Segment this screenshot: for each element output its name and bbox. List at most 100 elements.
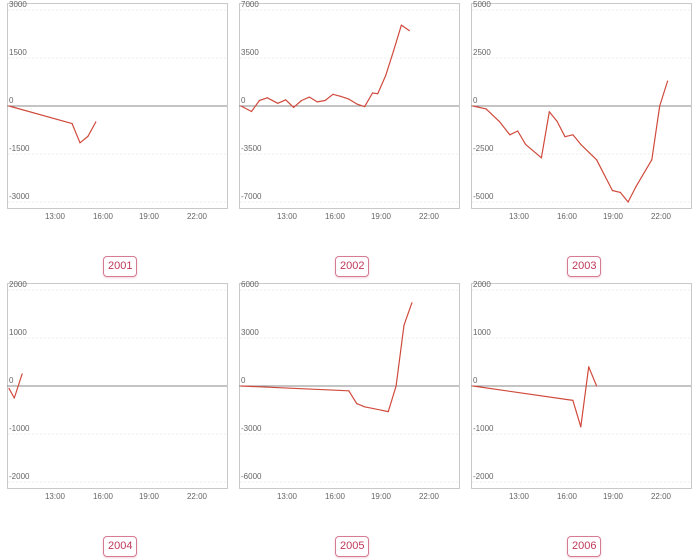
y-tick-label: 0	[9, 376, 14, 385]
data-point	[408, 29, 410, 32]
data-point	[509, 134, 511, 136]
data-point	[651, 159, 653, 161]
data-point	[580, 426, 582, 428]
data-point	[277, 102, 279, 104]
data-point	[71, 123, 73, 125]
data-point	[400, 24, 403, 26]
x-tick-label: 22:00	[187, 492, 208, 501]
chart-label-button[interactable]: 2005	[335, 536, 370, 557]
x-tick-label: 19:00	[371, 492, 392, 501]
y-tick-label: -6000	[241, 472, 262, 481]
data-point	[485, 108, 487, 110]
y-tick-label: -3000	[241, 424, 262, 433]
chart-panel: 2000 1000 0 -1000 -2000 13:00 16:00 19:00 22:00	[471, 280, 692, 501]
data-point	[498, 120, 500, 122]
data-point	[258, 99, 261, 102]
x-tick-label: 13:00	[509, 492, 530, 501]
chart-label-button[interactable]: 2004	[103, 536, 138, 557]
x-tick-label: 16:00	[325, 492, 346, 501]
x-tick-label: 19:00	[371, 212, 392, 221]
chart-panel: 3000 1500 0 -1500 -3000 13:00 16:00 19:00 22:00	[7, 0, 228, 221]
chart-label-button[interactable]: 2006	[567, 536, 602, 557]
y-tick-label: 0	[473, 96, 478, 105]
series-line	[472, 80, 669, 203]
data-point	[324, 99, 326, 102]
data-point	[540, 157, 542, 159]
data-point	[387, 411, 389, 413]
x-tick-label: 19:00	[139, 212, 160, 221]
y-tick-label: 0	[241, 376, 246, 385]
data-point	[308, 96, 310, 98]
x-tick-label: 19:00	[139, 492, 160, 501]
y-tick-label: -3000	[9, 192, 30, 201]
data-point	[588, 366, 590, 368]
y-tick-label: 0	[473, 376, 478, 385]
data-point	[595, 159, 598, 161]
data-point	[403, 324, 405, 326]
data-point	[377, 93, 379, 95]
x-tick-label: 13:00	[45, 492, 66, 501]
x-tick-label: 16:00	[557, 492, 578, 501]
data-point	[87, 135, 89, 137]
data-point	[285, 99, 287, 101]
y-tick-label: 3000	[9, 0, 27, 9]
y-tick-label: -7000	[241, 192, 262, 201]
data-point	[300, 99, 303, 102]
x-tick-label: 22:00	[419, 492, 440, 501]
y-tick-label: 2000	[9, 280, 27, 289]
data-point	[292, 106, 295, 108]
y-tick-label: -1500	[9, 144, 30, 153]
data-point	[572, 134, 574, 136]
y-tick-label: 1500	[9, 48, 27, 57]
data-point	[240, 105, 242, 107]
y-tick-label: -1000	[473, 424, 494, 433]
data-point	[659, 105, 661, 107]
x-tick-label: 22:00	[187, 212, 208, 221]
data-point	[392, 50, 395, 52]
y-tick-label: -2000	[9, 472, 30, 481]
x-tick-label: 16:00	[557, 212, 578, 221]
y-tick-label: 0	[9, 96, 14, 105]
data-point	[266, 97, 268, 99]
data-point	[250, 110, 253, 113]
x-tick-label: 13:00	[277, 492, 298, 501]
data-point	[356, 403, 358, 405]
x-tick-label: 16:00	[93, 212, 114, 221]
y-tick-label: 1000	[473, 328, 491, 337]
data-point	[580, 143, 582, 145]
data-point	[619, 191, 621, 193]
data-point	[472, 385, 474, 387]
chart-label-button[interactable]: 2002	[335, 256, 370, 277]
data-point	[472, 105, 474, 107]
y-tick-label: -2500	[473, 144, 494, 153]
y-tick-label: 0	[241, 96, 246, 105]
y-tick-label: 6000	[241, 280, 259, 289]
x-tick-label: 22:00	[651, 212, 672, 221]
chart-panel: 7000 3500 0 -3500 -7000 13:00 16:00 19:00 22:00	[239, 0, 460, 221]
y-tick-label: 1000	[9, 328, 27, 337]
x-tick-label: 13:00	[509, 212, 530, 221]
data-point	[95, 121, 97, 123]
chart-panel: 2000 1000 0 -1000 -2000 13:00 16:00 19:00 22:00	[7, 280, 228, 501]
data-point	[332, 93, 334, 95]
y-tick-label: 3500	[241, 48, 259, 57]
data-point	[348, 98, 350, 100]
data-point	[524, 143, 527, 145]
data-point	[411, 302, 413, 304]
y-tick-label: 5000	[473, 0, 491, 9]
data-point	[8, 105, 10, 107]
x-tick-label: 22:00	[419, 212, 440, 221]
x-tick-label: 16:00	[93, 492, 114, 501]
chart-panel: 6000 3000 0 -3000 -6000 13:00 16:00 19:00 22:00	[239, 280, 460, 501]
x-tick-label: 22:00	[651, 492, 672, 501]
y-tick-label: -3500	[241, 144, 262, 153]
chart-label-button[interactable]: 2003	[567, 256, 602, 277]
y-tick-label: 7000	[241, 0, 259, 9]
data-point	[564, 136, 566, 138]
data-point	[371, 92, 374, 94]
y-tick-label: 2500	[473, 48, 491, 57]
chart-label-button[interactable]: 2001	[103, 256, 138, 277]
data-point	[595, 385, 598, 387]
data-point	[572, 399, 574, 401]
data-point	[556, 120, 558, 122]
